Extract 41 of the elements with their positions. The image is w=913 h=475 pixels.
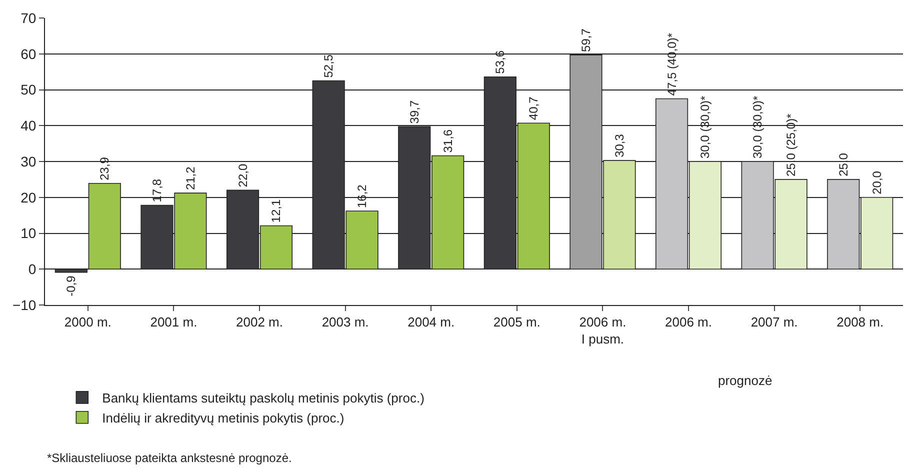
data-label: 52,5: [322, 54, 336, 78]
text: *Skliausteliuose pateikta ankstesnė prognozė.: [47, 451, 292, 465]
data-label: 40,7: [526, 96, 541, 120]
data-label: 31,6: [440, 129, 455, 153]
text: prognozė: [718, 373, 772, 388]
data-label: 21,2: [183, 166, 198, 190]
y-tick-label: −10: [12, 296, 36, 313]
y-tick-label: 40: [20, 118, 36, 134]
data-label: 20,0: [870, 170, 884, 194]
x-tick-label: 2008 m.: [836, 314, 884, 330]
y-tick-label: 0: [28, 261, 36, 278]
data-label: 30,0 (30,0)*: [750, 95, 765, 158]
y-tick-label: 70: [20, 10, 36, 26]
legend-label: Indėlių ir akredityvų metinis pokytis (proc.): [102, 410, 344, 426]
x-tick-label: 2006 m.: [665, 314, 712, 330]
data-label: 47,5 (40,0)*: [664, 32, 679, 96]
x-tick-label: 2002 m.: [236, 314, 283, 330]
data-label: 53,6: [493, 50, 508, 74]
x-tick-label: 2007 m.: [750, 314, 798, 330]
data-label: -0,9: [64, 275, 78, 296]
data-label: 12,1: [269, 199, 284, 223]
data-label: 59,7: [578, 28, 593, 52]
data-label: 25,0: [836, 152, 850, 176]
data-label: 30,3: [612, 134, 626, 158]
y-tick-label: 20: [20, 189, 36, 206]
data-label: 39,7: [407, 100, 422, 124]
data-label: 25,0 (25,0)*: [784, 113, 798, 176]
data-label: 17,8: [150, 178, 164, 202]
x-tick-label: 2003 m.: [322, 314, 369, 330]
legend-label: Bankų klientams suteiktų paskolų metinis pokytis (proc.): [102, 390, 424, 406]
x-tick-label: 2006 m. I pusm.: [579, 314, 626, 346]
x-tick-label: 2005 m.: [493, 314, 540, 330]
y-tick-label: 60: [20, 46, 36, 62]
y-tick-label: 10: [20, 225, 36, 242]
x-tick-label: 2000 m.: [64, 314, 112, 330]
data-label: 22,0: [236, 164, 250, 188]
y-tick-label: 50: [20, 82, 36, 98]
y-tick-label: 30: [20, 153, 36, 170]
x-tick-label: 2004 m.: [408, 314, 455, 330]
x-tick-label: 2001 m.: [150, 314, 198, 330]
data-label: 30,0 (30,0)*: [698, 95, 712, 158]
